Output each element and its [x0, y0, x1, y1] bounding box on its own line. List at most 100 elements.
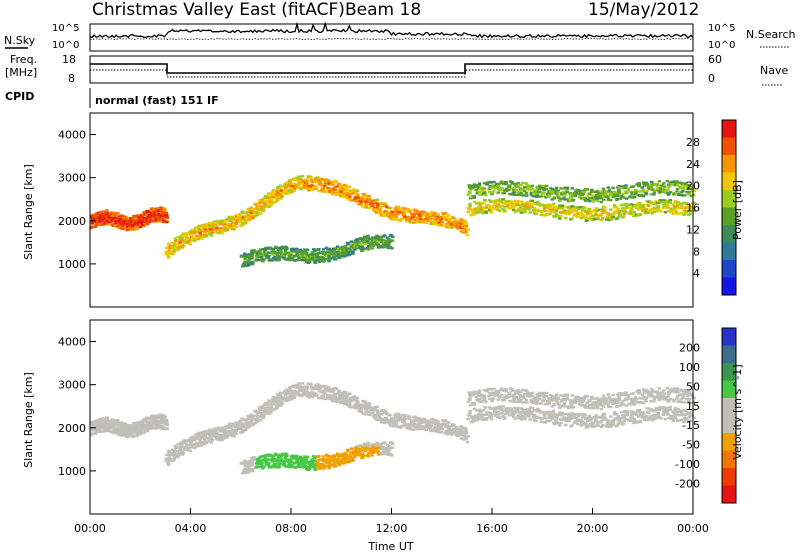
velocity-cell-266 — [129, 424, 133, 427]
power-cell-2812 — [582, 190, 586, 193]
power-cell-2628 — [502, 191, 507, 195]
power-cell-2617 — [495, 182, 499, 186]
power-cell-2679 — [522, 194, 527, 197]
velocity-cell-551 — [175, 455, 179, 458]
velocity-cell-1698 — [540, 417, 544, 421]
power-cell-809 — [246, 207, 250, 211]
velocity-cell-1232 — [370, 408, 375, 412]
velocity-cell-1702 — [542, 414, 547, 417]
power-cell-2698 — [533, 193, 537, 196]
power-cell-2024 — [685, 210, 689, 213]
velocity-cell-1180 — [354, 398, 359, 402]
power-cell-158 — [112, 214, 116, 217]
power-cell-1532 — [466, 210, 470, 214]
power-cell-1971 — [662, 200, 666, 204]
power-cell-2365 — [336, 255, 340, 258]
power-cell-1547 — [472, 210, 476, 213]
velocity-cell-1198 — [359, 408, 364, 411]
velocity-cell-1817 — [593, 424, 597, 428]
power-cell-1961 — [656, 201, 660, 205]
power-cell-654 — [203, 226, 207, 229]
power-cell-794 — [240, 217, 245, 221]
power-cell-636 — [198, 231, 202, 235]
velocity-cell-1089 — [326, 393, 330, 397]
velocity-cell-3 — [90, 432, 95, 435]
power-cell-2547 — [391, 235, 395, 238]
power-cell-1441 — [437, 221, 442, 224]
power-cell-1646 — [517, 199, 521, 203]
power-cell-2606 — [491, 190, 496, 193]
velocity-cell-1160 — [347, 405, 352, 408]
velocity-cell-1271 — [383, 409, 387, 412]
power-cell-2239 — [298, 248, 303, 251]
velocity-cell-1438 — [436, 420, 440, 423]
power-cell-3046 — [685, 190, 689, 194]
power-cell-1490 — [452, 223, 456, 226]
power-cell-1397 — [422, 220, 427, 224]
velocity-cell-1408 — [426, 423, 430, 426]
power-cell-540 — [172, 251, 176, 254]
power-cell-1842 — [606, 212, 610, 215]
power-cell-3016 — [673, 184, 677, 187]
velocity-cell-896 — [269, 405, 273, 408]
power-cell-1401 — [425, 219, 429, 223]
velocity-cell-1730 — [554, 419, 558, 422]
power-cell-1183 — [354, 193, 359, 196]
power-cell-3015 — [672, 193, 676, 196]
power-cell-307 — [134, 219, 138, 222]
velocity-cell-1153 — [345, 395, 349, 398]
power-cell-2336 — [327, 247, 332, 251]
power-cell-2714 — [537, 184, 542, 188]
power-cell-2000 — [674, 210, 679, 214]
power-cell-1697 — [539, 213, 543, 217]
velocity-cell-1363 — [412, 428, 416, 431]
power-cell-565 — [180, 236, 184, 239]
power-cell-1745 — [560, 204, 565, 207]
power-cell-803 — [244, 214, 249, 217]
power-cell-1862 — [613, 204, 617, 207]
power-cell-3033 — [681, 187, 685, 191]
velocity-cell-1371 — [416, 418, 420, 421]
power-cell-2318 — [322, 260, 326, 263]
velocity-cell-947 — [284, 397, 288, 400]
velocity-cell-1004 — [298, 385, 302, 388]
power-cell-1615 — [503, 209, 507, 212]
velocity-cell-1759 — [569, 414, 573, 417]
power-cell-2414 — [350, 245, 354, 249]
power-cell-3014 — [672, 191, 676, 195]
power-cell-1061 — [315, 176, 320, 179]
power-cell-944 — [281, 191, 285, 194]
velocity-cell-1069 — [318, 388, 322, 391]
power-cell-1968 — [662, 199, 666, 202]
power-cell-1872 — [617, 209, 622, 213]
velocity-cell-569 — [180, 450, 184, 453]
velocity-cell-590 — [185, 439, 189, 442]
velocity-cell-504 — [164, 421, 169, 424]
velocity-cell-1040 — [310, 386, 314, 389]
velocity-cell-1472 — [447, 431, 451, 435]
velocity-cell-1229 — [369, 406, 374, 409]
power-cell-2767 — [562, 196, 566, 199]
velocity-cell-1159 — [347, 393, 351, 396]
power-cell-554 — [177, 239, 181, 242]
power-cell-1996 — [673, 199, 678, 203]
power-cell-511 — [166, 254, 170, 257]
velocity-cell-1628 — [510, 409, 515, 413]
velocity-cell-233 — [123, 432, 128, 435]
power-cell-981 — [293, 182, 297, 186]
velocity-cell-1297 — [392, 425, 396, 428]
velocity-cell-636 — [198, 438, 202, 442]
power-cell-1288 — [388, 217, 393, 220]
velocity-cell-1517 — [461, 426, 465, 429]
power-cell-1042 — [310, 181, 314, 184]
power-cell-1656 — [523, 204, 527, 208]
velocity-cell-405 — [149, 417, 153, 420]
velocity-cell-1190 — [356, 403, 360, 406]
velocity-cell-1110 — [331, 398, 336, 401]
power-cell-1827 — [599, 209, 604, 212]
power-cell-2786 — [571, 198, 575, 201]
power-cell-2943 — [641, 181, 646, 184]
power-cell-2863 — [604, 193, 608, 196]
power-cell-2523 — [382, 234, 387, 237]
